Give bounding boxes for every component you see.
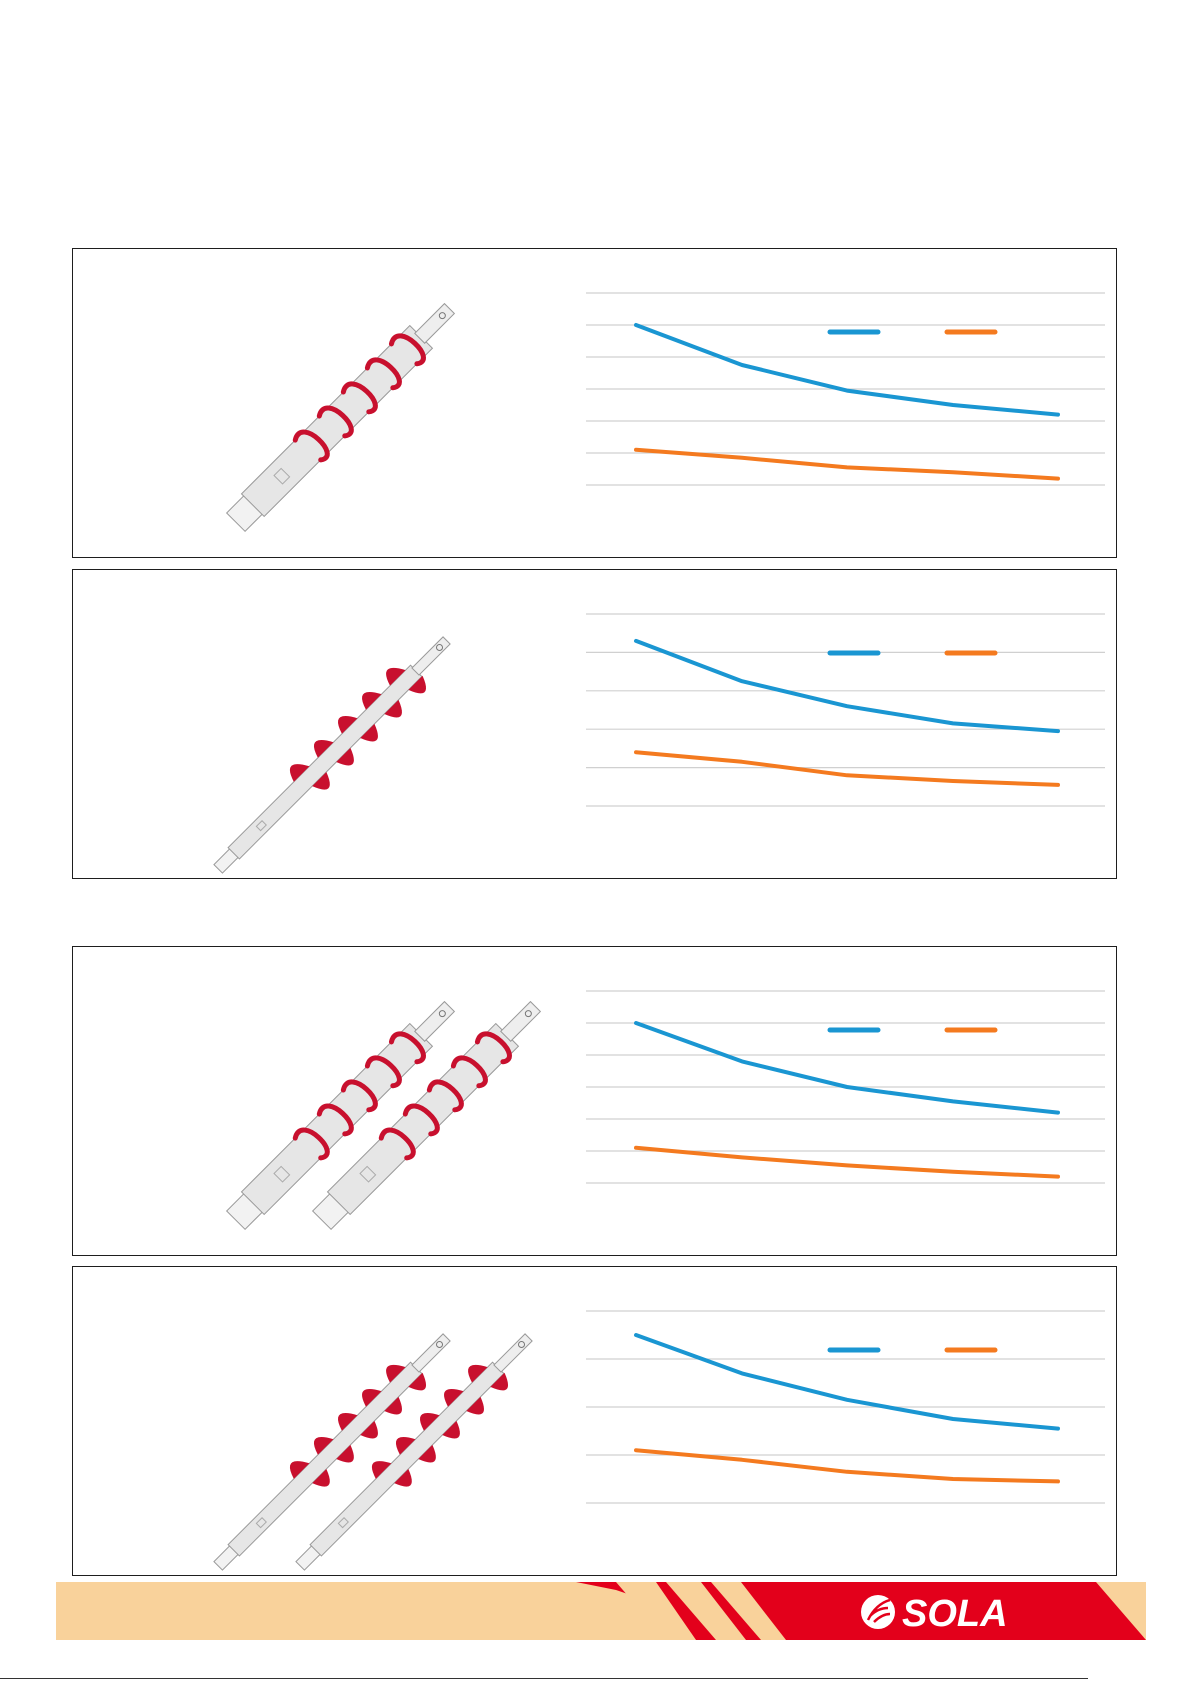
product-panel-3 (72, 946, 1117, 1256)
chart-series-line-2 (634, 1145, 1060, 1179)
auger-illustration (225, 1000, 542, 1231)
performance-chart (586, 1310, 1105, 1504)
sola-logo-icon (861, 1595, 895, 1629)
chart-series-line-1 (634, 1021, 1060, 1115)
page-bottom-rule (0, 1678, 1088, 1679)
auger-drive-icon (295, 1333, 533, 1571)
chart-series-line-2 (634, 1448, 1060, 1484)
product-panel-4 (72, 1266, 1117, 1576)
auger-drive-icon (311, 1000, 542, 1231)
chart-series-line-1 (634, 638, 1060, 734)
product-panel-1 (72, 248, 1117, 558)
auger-drive-icon (225, 302, 456, 533)
auger-illustration (213, 636, 451, 874)
performance-chart (586, 990, 1105, 1184)
auger-drive-icon (213, 1333, 451, 1571)
auger-illustration (213, 1333, 533, 1571)
performance-chart (586, 292, 1105, 486)
auger-illustration (225, 302, 456, 533)
chart-series-line-1 (634, 1333, 1060, 1431)
auger-drive-icon (225, 1000, 456, 1231)
chart-series-line-2 (634, 750, 1060, 787)
brand-logo-text: SOLA (902, 1593, 1008, 1635)
performance-chart (586, 613, 1105, 807)
chart-series-line-2 (634, 447, 1060, 481)
auger-drive-icon (213, 636, 451, 874)
product-panel-2 (72, 569, 1117, 879)
footer-graphic: SOLA (56, 1582, 1146, 1640)
chart-series-line-1 (634, 323, 1060, 417)
footer-banner: SOLA (56, 1582, 1146, 1640)
